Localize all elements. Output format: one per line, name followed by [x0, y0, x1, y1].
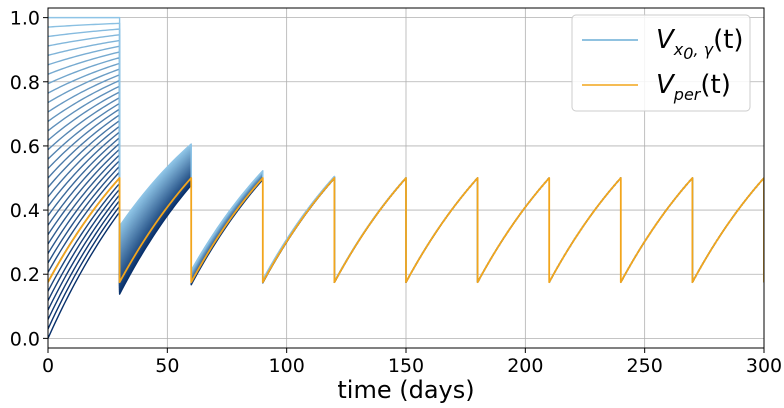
x-tick-label: 0 — [42, 355, 54, 377]
x-tick-label: 300 — [746, 355, 782, 377]
y-tick-label: 0.0 — [10, 328, 40, 350]
x-axis: 0 50 100 150 200 250 300 — [42, 348, 782, 377]
y-tick-label: 0.6 — [10, 136, 40, 158]
series-per — [48, 177, 764, 284]
plot-area — [48, 16, 764, 339]
x-tick-label: 250 — [627, 355, 663, 377]
x-axis-label: time (days) — [337, 376, 474, 404]
x-tick-label: 150 — [388, 355, 424, 377]
legend: Vx0, γ(t) Vper(t) — [571, 14, 751, 112]
x-tick-label: 50 — [155, 355, 179, 377]
periodic-solution-line — [48, 177, 764, 284]
legend-box — [571, 14, 751, 112]
legend-label-per: Vper(t) — [656, 70, 731, 104]
x-tick-label: 200 — [507, 355, 543, 377]
x-tick-label: 100 — [269, 355, 305, 377]
y-axis: 0.0 0.2 0.4 0.6 0.8 1.0 — [10, 8, 48, 350]
y-tick-label: 1.0 — [10, 8, 40, 30]
y-tick-label: 0.2 — [10, 264, 40, 286]
legend-label-family: Vx0, γ(t) — [656, 25, 744, 63]
y-tick-label: 0.8 — [10, 72, 40, 94]
y-tick-label: 0.4 — [10, 200, 40, 222]
